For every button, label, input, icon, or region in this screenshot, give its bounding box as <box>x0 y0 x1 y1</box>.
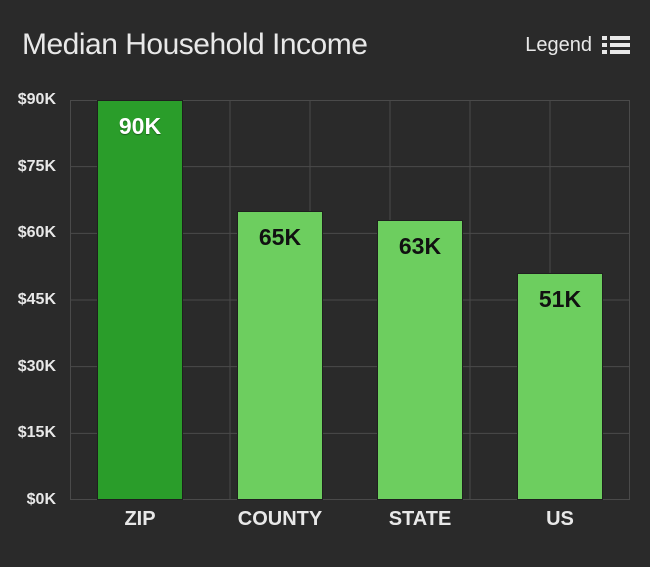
bar-value-label: 51K <box>539 286 581 313</box>
chart-title: Median Household Income <box>22 28 367 62</box>
legend-toggle[interactable]: Legend <box>525 34 630 57</box>
legend-label: Legend <box>525 34 592 57</box>
y-tick-label: $60K <box>18 224 56 242</box>
y-tick-label: $45K <box>18 291 56 309</box>
x-tick-label: STATE <box>389 508 452 531</box>
bar[interactable]: 63K <box>377 220 464 500</box>
y-tick-label: $75K <box>18 158 56 176</box>
bar-value-label: 65K <box>259 224 301 251</box>
y-tick-label: $0K <box>27 491 56 509</box>
chart-header: Median Household Income Legend <box>22 28 630 62</box>
y-tick-label: $90K <box>18 91 56 109</box>
plot-area: 90K 65K 63K 51K <box>70 100 630 500</box>
y-tick-label: $15K <box>18 424 56 442</box>
bar[interactable]: 51K <box>517 273 604 500</box>
bar[interactable]: 65K <box>237 211 324 500</box>
y-tick-label: $30K <box>18 358 56 376</box>
y-axis: $0K$15K$30K$45K$60K$75K$90K <box>0 100 62 500</box>
x-tick-label: ZIP <box>124 508 155 531</box>
bar[interactable]: 90K <box>97 100 184 500</box>
x-tick-label: US <box>546 508 574 531</box>
chart-container: Median Household Income Legend $0K $15K $3… <box>0 0 650 567</box>
legend-list-icon <box>602 35 630 55</box>
bar-value-label: 63K <box>399 233 441 260</box>
x-tick-label: COUNTY <box>238 508 322 531</box>
bar-value-label: 90K <box>119 113 161 140</box>
